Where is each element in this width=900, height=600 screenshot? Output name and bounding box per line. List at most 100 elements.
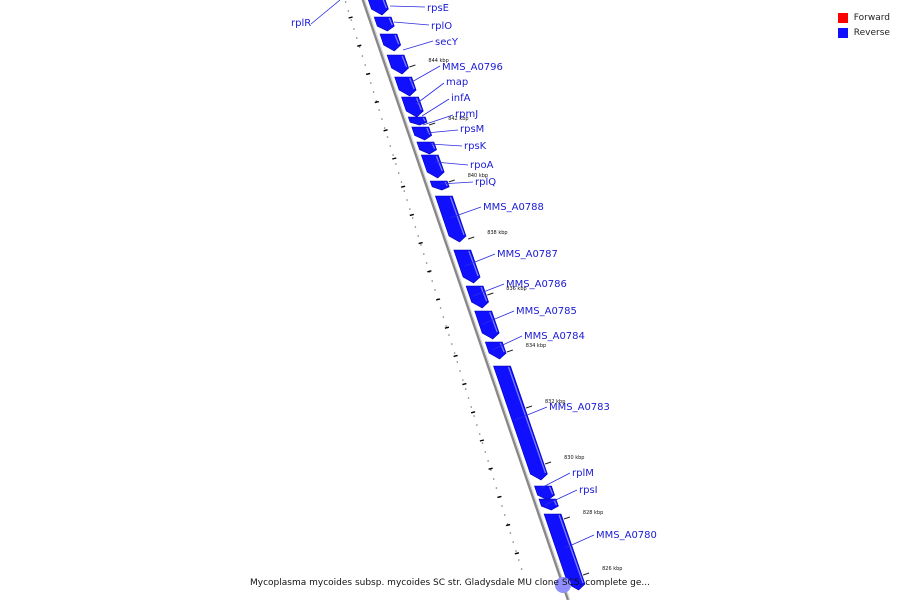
gene-label-map[interactable]: map	[415, 77, 468, 105]
track-dot	[347, 10, 350, 12]
track-dot	[364, 64, 367, 66]
gene-feature-reverse[interactable]	[538, 498, 559, 511]
track-dot	[456, 361, 459, 363]
track-dot	[448, 334, 450, 336]
gene-feature-highlight	[415, 97, 422, 111]
gene-feature-reverse[interactable]	[453, 249, 481, 284]
gene-label-rplm[interactable]: rplM	[540, 468, 594, 489]
label-leader-line	[422, 114, 454, 126]
label-leader-line	[409, 65, 441, 84]
scale-tick-label: 838 kbp	[487, 230, 507, 236]
gene-feature-highlight	[558, 514, 584, 584]
gene-feature-highlight	[507, 366, 546, 474]
gene-label-rpsi[interactable]: rpsI	[544, 485, 598, 506]
gene-label-mms_a0785[interactable]: MMS_A0785	[482, 306, 577, 325]
track-dot	[423, 253, 425, 255]
gene-feature-reverse[interactable]	[429, 180, 450, 191]
track-dot	[420, 244, 422, 246]
gene-label-rpse[interactable]: rpsE	[389, 3, 449, 14]
gene-feature-highlight	[468, 250, 479, 277]
gene-feature-reverse[interactable]	[534, 485, 555, 501]
track-dot	[414, 226, 417, 228]
gene-label-mms_a0796[interactable]: MMS_A0796	[409, 62, 503, 84]
gene-feature-reverse[interactable]	[373, 16, 395, 32]
gene-feature-reverse[interactable]	[367, 0, 389, 16]
gene-label-mms_a0786[interactable]: MMS_A0786	[472, 279, 567, 297]
label-leader-line	[421, 98, 450, 117]
legend-label: Forward	[853, 12, 890, 23]
track-dot	[425, 262, 428, 264]
gene-feature-highlight	[435, 155, 443, 172]
gene-label-rpmj[interactable]: rpmJ	[422, 109, 478, 126]
label-leader-line	[439, 181, 474, 185]
gene-label-mms_a0787[interactable]: MMS_A0787	[464, 249, 558, 267]
track-major-tick	[348, 16, 353, 19]
gene-label-rpoa[interactable]: rpoA	[434, 160, 494, 171]
track-dot	[487, 460, 489, 462]
gene-label-text: rpsM	[460, 124, 484, 135]
track-dot	[353, 28, 355, 30]
gene-label-text: rpsI	[579, 485, 598, 496]
track-dot	[434, 289, 436, 291]
scale-tick	[563, 516, 571, 520]
track-major-tick	[383, 129, 388, 132]
label-leader-line	[464, 253, 496, 267]
gene-feature-reverse[interactable]	[434, 195, 467, 243]
gene-label-text: rpmJ	[455, 109, 478, 120]
label-leader-line	[415, 82, 445, 105]
scale-tick	[544, 461, 552, 465]
gene-feature-reverse[interactable]	[379, 33, 402, 52]
gene-feature-reverse[interactable]	[493, 365, 548, 481]
track-dot	[370, 82, 372, 84]
label-leader-line	[482, 310, 515, 325]
track-major-tick	[374, 100, 379, 104]
track-dot	[512, 541, 514, 543]
gene-label-rplr[interactable]: rplR	[291, 0, 341, 29]
gene-label-text: map	[446, 77, 468, 88]
gene-label-text: MMS_A0787	[497, 249, 558, 260]
gene-feature-highlight	[388, 17, 393, 26]
gene-feature-reverse[interactable]	[407, 116, 428, 126]
legend-item-reverse[interactable]: Reverse	[837, 25, 890, 40]
track-major-tick	[409, 213, 414, 217]
scale-tick-label: 840 kbp	[468, 173, 488, 179]
gene-label-mms_a0788[interactable]: MMS_A0788	[449, 202, 544, 219]
gene-label-mms_a0783[interactable]: MMS_A0783	[514, 402, 610, 421]
gene-feature-highlight	[489, 311, 498, 333]
gene-label-mms_a0784[interactable]: MMS_A0784	[491, 331, 585, 351]
gene-label-rpsk[interactable]: rpsK	[429, 141, 487, 152]
track-major-tick	[444, 326, 450, 329]
track-major-tick	[462, 382, 467, 386]
gene-label-mms_a0780[interactable]: MMS_A0780	[564, 530, 657, 549]
gene-label-infa[interactable]: infA	[421, 93, 471, 117]
gene-label-text: MMS_A0796	[442, 62, 503, 73]
scale-tick	[525, 405, 533, 409]
gene-label-text: MMS_A0785	[516, 306, 577, 317]
gene-feature-reverse[interactable]	[411, 126, 433, 141]
scale-tick-label: 830 kbp	[564, 455, 584, 461]
gene-label-text: MMS_A0786	[506, 279, 567, 290]
gene-label-rplo[interactable]: rplO	[393, 21, 452, 32]
gene-label-rpsm[interactable]: rpsM	[425, 124, 484, 135]
scale-tick	[409, 64, 416, 68]
gene-feature-reverse[interactable]	[416, 141, 437, 155]
track-end-cap	[555, 577, 571, 593]
scale-tick	[487, 292, 494, 296]
gene-feature-reverse[interactable]	[474, 310, 500, 340]
gene-label-text: rpoA	[470, 160, 494, 171]
gene-label-text: MMS_A0788	[483, 202, 544, 213]
backbone-line	[361, 0, 570, 600]
gene-label-text: rplO	[431, 21, 452, 32]
track-dot	[411, 217, 414, 219]
track-major-tick	[365, 72, 371, 76]
track-dot	[462, 379, 464, 381]
legend-item-forward[interactable]: Forward	[837, 10, 890, 25]
label-leader-line	[514, 406, 548, 421]
gene-feature-reverse[interactable]	[543, 513, 586, 591]
gene-feature-highlight	[394, 34, 400, 45]
track-dot	[484, 451, 487, 453]
gene-label-secy[interactable]: secY	[402, 37, 459, 51]
gene-label-rplq[interactable]: rplQ	[439, 177, 496, 188]
track-dot	[417, 235, 420, 237]
